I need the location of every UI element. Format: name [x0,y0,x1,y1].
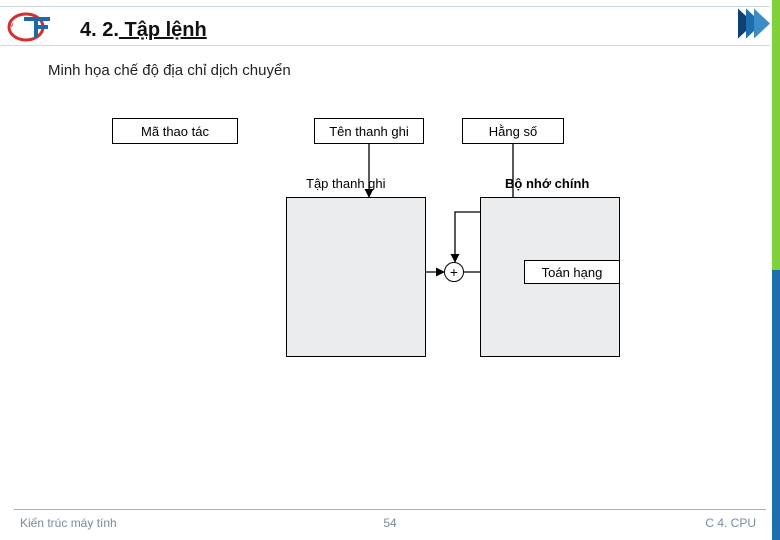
title-prefix: 4. 2. [80,19,119,41]
plus-symbol: + [450,264,458,280]
box-operand: Toán hạng [524,260,620,284]
box-const: Hằng số [462,118,564,144]
label-mainmem: Bộ nhớ chính [505,176,589,191]
footer-divider [14,509,766,510]
addressing-diagram: Mã thao tác Tên thanh ghi Hằng số Tập th… [50,90,690,410]
slide-subtitle: Minh họa chế độ địa chỉ dịch chuyển [48,62,291,79]
plus-node: + [444,262,464,282]
slide-header: V 4. 2. Tập lệnh [0,6,770,46]
box-regname: Tên thanh ghi [314,118,424,144]
footer-page: 54 [383,516,396,530]
box-opcode-label: Mã thao tác [141,124,209,139]
footer-left: Kiến trúc máy tính [20,516,117,530]
box-const-label: Hằng số [489,124,537,139]
slide-title: 4. 2. Tập lệnh [80,19,207,42]
logo: V [6,9,56,45]
mem-regset [286,197,426,357]
box-operand-label: Toán hạng [542,265,603,280]
label-regset: Tập thanh ghi [306,176,386,191]
svg-text:V: V [10,23,14,29]
right-accent-bar [772,0,780,540]
header-arrow-icon [736,7,770,46]
box-regname-label: Tên thanh ghi [329,124,409,139]
footer-right: C 4. CPU [705,516,756,530]
box-opcode: Mã thao tác [112,118,238,144]
title-underlined: Tập lệnh [119,19,207,41]
